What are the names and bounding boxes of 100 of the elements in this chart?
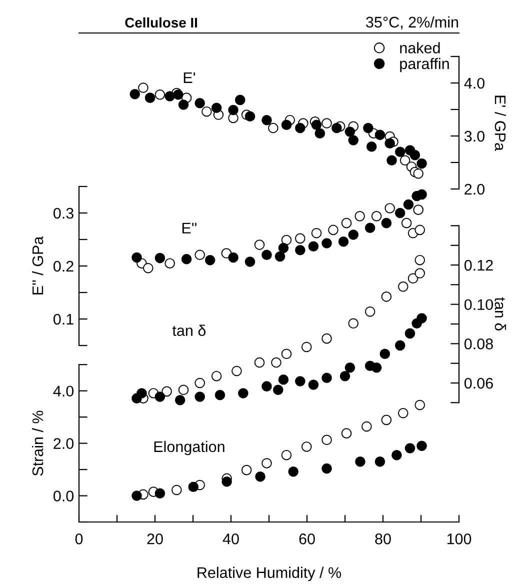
- point: [416, 158, 427, 169]
- point: [408, 273, 418, 284]
- point: [341, 428, 352, 438]
- point: [214, 390, 226, 400]
- point: [416, 189, 427, 200]
- point: [136, 388, 147, 398]
- y-tick-label: 0.2: [54, 260, 74, 272]
- point: [244, 111, 256, 122]
- point: [202, 106, 212, 117]
- point: [348, 135, 359, 146]
- point: [363, 122, 374, 134]
- point: [410, 150, 420, 160]
- point: [262, 458, 272, 468]
- point: [241, 464, 252, 476]
- point: [322, 372, 332, 384]
- point: [295, 122, 306, 134]
- point: [328, 224, 338, 236]
- point: [394, 340, 406, 351]
- annotation: Elongation: [154, 440, 224, 456]
- point: [416, 440, 427, 452]
- point: [381, 292, 392, 302]
- point: [138, 82, 148, 93]
- point: [348, 230, 359, 240]
- point: [348, 318, 359, 329]
- point: [162, 386, 172, 397]
- point: [130, 88, 140, 100]
- point: [414, 400, 426, 410]
- point: [132, 252, 142, 263]
- y-tick-label: 2.0: [54, 438, 74, 449]
- chart-title: Cellulose II: [125, 17, 197, 28]
- point: [364, 306, 376, 317]
- point: [322, 333, 332, 344]
- y-tick-label: 0.1: [54, 314, 74, 325]
- point: [238, 388, 248, 398]
- y2-tick-label: 4.0: [464, 78, 484, 89]
- point: [394, 208, 406, 218]
- point: [181, 254, 192, 264]
- point: [278, 242, 289, 254]
- point: [254, 357, 265, 368]
- point: [394, 146, 406, 158]
- y2-tick-label: 3.0: [464, 130, 484, 142]
- point: [414, 268, 426, 278]
- point: [278, 374, 289, 385]
- point: [371, 211, 382, 222]
- point: [381, 218, 392, 228]
- point: [174, 394, 186, 406]
- point: [234, 94, 246, 106]
- point: [281, 234, 292, 246]
- point: [308, 241, 319, 252]
- point: [331, 122, 342, 134]
- point: [341, 218, 352, 228]
- point: [232, 366, 242, 376]
- point: [295, 376, 306, 386]
- point: [281, 120, 292, 130]
- point: [301, 442, 312, 452]
- point: [295, 233, 306, 244]
- point: [398, 282, 408, 292]
- point: [374, 456, 386, 467]
- y2-tick-label: 0.06: [464, 378, 493, 389]
- point: [392, 450, 402, 460]
- point: [244, 256, 256, 267]
- point: [344, 362, 356, 373]
- y-axis-title: E'' / GPa: [32, 236, 44, 294]
- point: [311, 120, 322, 130]
- x-tick-label: 20: [147, 534, 163, 544]
- point: [364, 222, 376, 233]
- point: [154, 252, 166, 264]
- point: [322, 434, 332, 446]
- y-tick-label: 0.3: [54, 208, 74, 219]
- point: [413, 168, 424, 179]
- point: [400, 155, 410, 166]
- y-tick-label: 4.0: [53, 386, 74, 397]
- point: [154, 90, 166, 100]
- point: [132, 490, 142, 501]
- legend-label: naked: [400, 42, 440, 54]
- point: [381, 414, 392, 426]
- point: [366, 141, 377, 152]
- point: [255, 471, 266, 482]
- point: [322, 238, 332, 248]
- point: [288, 466, 298, 477]
- point: [301, 342, 312, 352]
- point: [194, 98, 205, 108]
- point: [194, 392, 205, 402]
- point: [416, 313, 427, 324]
- point: [414, 254, 426, 266]
- y2-axis-title: E' / GPa: [494, 96, 506, 151]
- x-tick-label: 0: [75, 534, 83, 544]
- x-axis-title: Relative Humidity / %: [198, 566, 342, 582]
- point: [355, 456, 366, 467]
- point: [178, 384, 189, 396]
- point: [164, 91, 175, 102]
- legend-label: paraffin: [400, 58, 449, 72]
- y2-tick-label: 0.12: [464, 260, 493, 271]
- point: [380, 348, 390, 360]
- point: [194, 250, 205, 260]
- point: [362, 421, 372, 432]
- y-axis-title: Strain / %: [32, 410, 44, 476]
- point: [354, 211, 365, 222]
- point: [295, 244, 306, 256]
- chart-subtitle: 35°C, 2%/min: [366, 16, 458, 30]
